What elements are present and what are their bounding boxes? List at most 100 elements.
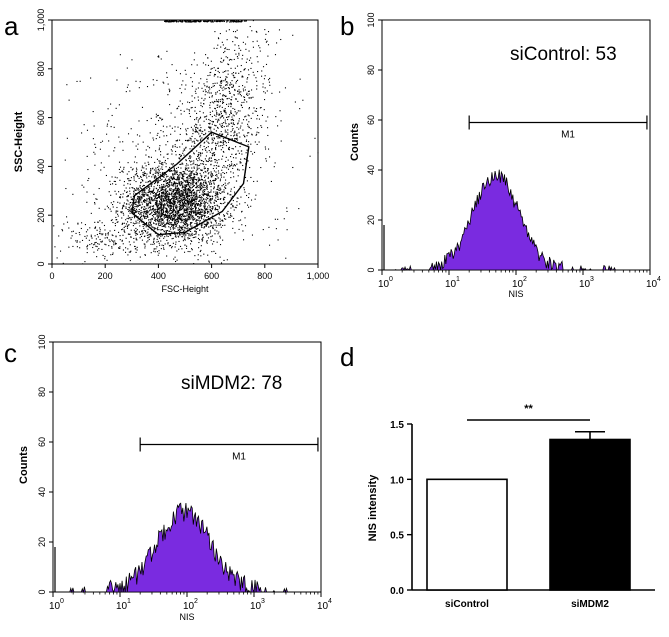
scatter-point: [208, 260, 210, 262]
scatter-point: [183, 154, 185, 156]
scatter-point: [232, 118, 234, 120]
scatter-point: [233, 123, 235, 126]
scatter-point: [215, 178, 217, 180]
scatter-point: [163, 195, 165, 197]
scatter-point: [143, 200, 145, 202]
scatter-point: [179, 172, 181, 174]
scatter-point: [182, 173, 184, 175]
scatter-point: [161, 222, 163, 224]
scatter-point: [175, 218, 178, 220]
scatter-point: [210, 128, 212, 130]
scatter-point: [193, 206, 195, 208]
scatter-point: [206, 193, 208, 195]
scatter-point: [166, 235, 168, 237]
scatter-point: [132, 195, 135, 197]
scatter-point: [240, 21, 243, 23]
scatter-point: [220, 111, 222, 113]
scatter-point: [277, 218, 279, 220]
scatter-point: [175, 186, 177, 188]
scatter-point: [81, 222, 83, 224]
scatter-point: [227, 70, 229, 72]
scatter-point: [253, 74, 255, 76]
scatter-point: [285, 257, 287, 259]
scatter-point: [183, 251, 186, 253]
scatter-point: [147, 145, 149, 147]
scatter-point: [86, 129, 89, 131]
scatter-point: [189, 201, 191, 203]
scatter-point: [154, 199, 156, 201]
scatter-point: [251, 134, 253, 136]
scatter-point: [111, 219, 113, 221]
scatter-point: [223, 215, 225, 217]
scatter-point: [149, 219, 151, 221]
scatter-point: [178, 215, 180, 217]
scatter-point: [199, 172, 201, 174]
scatter-point: [172, 183, 175, 186]
scatter-point: [165, 200, 167, 202]
scatter-point: [125, 203, 128, 205]
scatter-point: [193, 189, 195, 191]
scatter-point: [143, 167, 145, 169]
scatter-point: [253, 151, 256, 153]
scatter-point: [203, 176, 206, 179]
scatter-point: [190, 215, 192, 217]
scatter-point: [238, 220, 240, 222]
scatter-point: [196, 155, 199, 157]
scatter-point: [222, 224, 224, 227]
panel-letter-c: c: [4, 338, 17, 368]
scatter-point: [230, 190, 232, 192]
scatter-point: [202, 191, 204, 193]
scatter-point: [243, 20, 245, 22]
scatter-point: [214, 74, 217, 76]
scatter-point: [92, 111, 94, 113]
scatter-point: [164, 192, 166, 194]
scatter-point: [280, 38, 282, 41]
scatter-point: [239, 185, 241, 187]
scatter-point: [140, 235, 143, 238]
scatter-point: [212, 207, 214, 209]
scatter-point: [221, 126, 223, 128]
x-tick-label: 200: [98, 271, 113, 281]
scatter-point: [240, 158, 242, 160]
scatter-point: [170, 202, 172, 204]
scatter-point: [187, 179, 189, 181]
scatter-point: [175, 140, 177, 142]
scatter-point: [185, 180, 187, 182]
scatter-point: [196, 210, 198, 212]
scatter-point: [137, 148, 139, 150]
scatter-point: [222, 166, 224, 168]
scatter-point: [177, 200, 179, 202]
scatter-point: [204, 184, 206, 186]
scatter-point: [138, 204, 140, 206]
scatter-point: [232, 165, 234, 167]
scatter-point: [167, 175, 169, 177]
scatter-point: [225, 187, 227, 189]
scatter-point: [122, 207, 124, 209]
scatter-point: [184, 186, 186, 188]
scatter-point: [217, 211, 219, 213]
scatter-point: [100, 241, 102, 243]
scatter-point: [154, 197, 156, 199]
scatter-point: [238, 52, 240, 54]
scatter-point: [224, 196, 226, 199]
scatter-point: [163, 180, 166, 182]
scatter-point: [163, 186, 165, 189]
scatter-point: [156, 251, 159, 253]
scatter-point: [218, 223, 220, 225]
scatter-point: [214, 199, 216, 201]
scatter-point: [150, 209, 152, 211]
scatter-point: [218, 159, 220, 161]
scatter-point: [237, 122, 239, 124]
scatter-point: [124, 231, 126, 233]
scatter-point: [158, 193, 160, 196]
scatter-point: [158, 215, 160, 217]
scatter-point: [170, 205, 173, 207]
scatter-point: [191, 232, 193, 234]
scatter-point: [207, 181, 210, 183]
scatter-point: [122, 141, 124, 143]
scatter-point: [178, 157, 180, 159]
scatter-point: [172, 210, 174, 212]
scatter-point: [234, 137, 236, 140]
scatter-point: [177, 214, 179, 216]
scatter-point: [201, 132, 203, 134]
